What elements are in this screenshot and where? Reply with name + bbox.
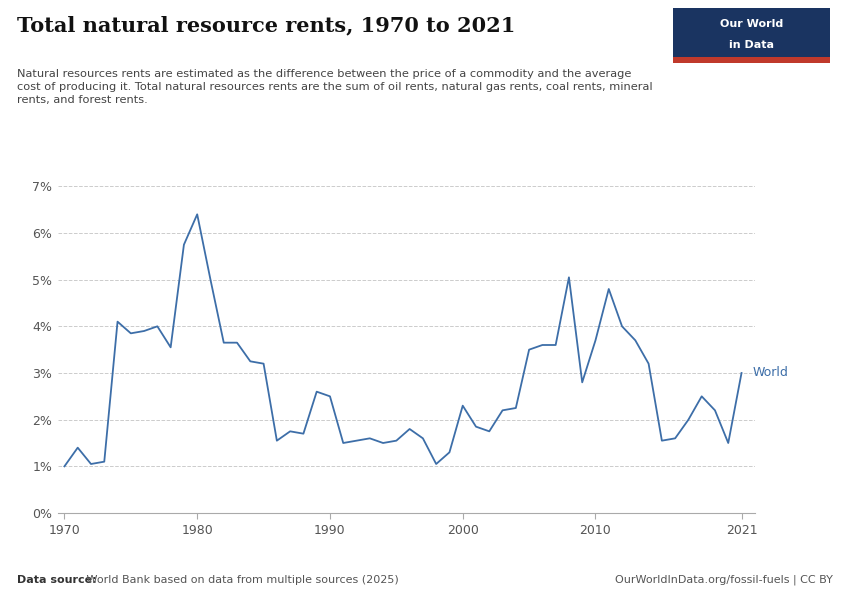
Text: in Data: in Data: [729, 40, 774, 50]
Text: World: World: [752, 367, 788, 379]
Text: Natural resources rents are estimated as the difference between the price of a c: Natural resources rents are estimated as…: [17, 69, 653, 106]
Text: World Bank based on data from multiple sources (2025): World Bank based on data from multiple s…: [83, 575, 399, 585]
Text: Our World: Our World: [720, 19, 784, 29]
Text: OurWorldInData.org/fossil-fuels | CC BY: OurWorldInData.org/fossil-fuels | CC BY: [615, 575, 833, 585]
Text: Data source:: Data source:: [17, 575, 97, 585]
Text: Total natural resource rents, 1970 to 2021: Total natural resource rents, 1970 to 20…: [17, 15, 515, 35]
